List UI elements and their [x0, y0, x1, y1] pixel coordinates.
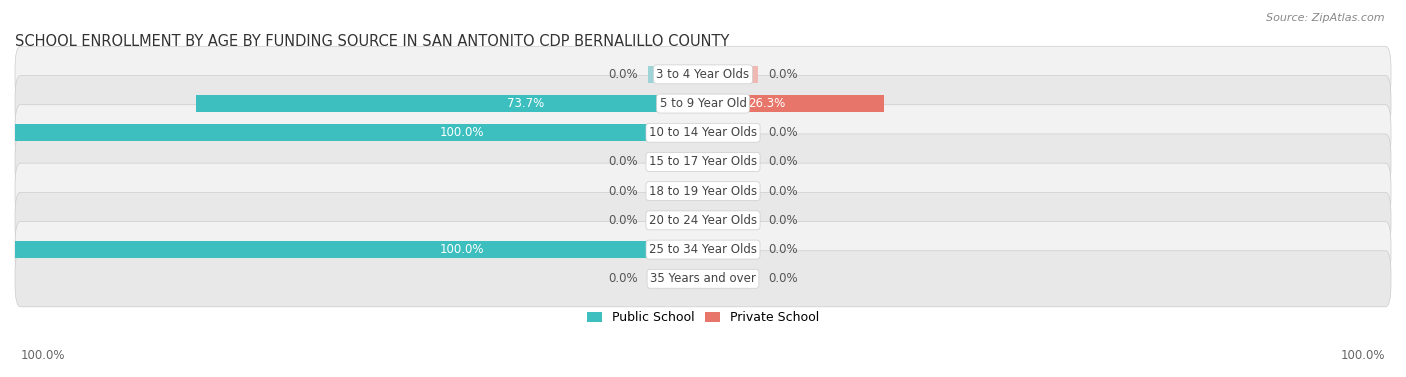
Bar: [703, 241, 758, 258]
Text: 0.0%: 0.0%: [768, 243, 799, 256]
Text: 25 to 34 Year Olds: 25 to 34 Year Olds: [650, 243, 756, 256]
Text: 26.3%: 26.3%: [748, 97, 785, 110]
Text: 0.0%: 0.0%: [768, 185, 799, 198]
Text: 0.0%: 0.0%: [768, 272, 799, 285]
Text: 0.0%: 0.0%: [607, 214, 638, 227]
Bar: [703, 212, 758, 229]
FancyBboxPatch shape: [15, 46, 1391, 103]
Text: 100.0%: 100.0%: [21, 349, 66, 362]
Bar: [703, 95, 884, 112]
Bar: [15, 124, 703, 141]
FancyBboxPatch shape: [15, 192, 1391, 248]
Text: 0.0%: 0.0%: [607, 185, 638, 198]
Bar: [703, 95, 758, 112]
FancyBboxPatch shape: [15, 105, 1391, 161]
Text: 10 to 14 Year Olds: 10 to 14 Year Olds: [650, 126, 756, 139]
Bar: [648, 95, 703, 112]
Bar: [703, 153, 758, 170]
Text: 3 to 4 Year Olds: 3 to 4 Year Olds: [657, 68, 749, 81]
Text: 20 to 24 Year Olds: 20 to 24 Year Olds: [650, 214, 756, 227]
FancyBboxPatch shape: [15, 163, 1391, 219]
Text: 0.0%: 0.0%: [768, 68, 799, 81]
Text: 100.0%: 100.0%: [440, 243, 485, 256]
Text: 100.0%: 100.0%: [1340, 349, 1385, 362]
Legend: Public School, Private School: Public School, Private School: [582, 306, 824, 329]
Text: 0.0%: 0.0%: [607, 155, 638, 169]
Bar: [703, 124, 758, 141]
FancyBboxPatch shape: [15, 134, 1391, 190]
Bar: [648, 153, 703, 170]
Text: 73.7%: 73.7%: [508, 97, 544, 110]
Bar: [648, 183, 703, 200]
Bar: [648, 212, 703, 229]
Text: 0.0%: 0.0%: [768, 214, 799, 227]
Bar: [648, 66, 703, 83]
Bar: [15, 241, 703, 258]
Text: 0.0%: 0.0%: [607, 272, 638, 285]
FancyBboxPatch shape: [15, 251, 1391, 307]
Bar: [703, 270, 758, 287]
FancyBboxPatch shape: [15, 75, 1391, 132]
Text: 35 Years and over: 35 Years and over: [650, 272, 756, 285]
Text: 0.0%: 0.0%: [768, 126, 799, 139]
Text: 0.0%: 0.0%: [607, 68, 638, 81]
Text: 5 to 9 Year Old: 5 to 9 Year Old: [659, 97, 747, 110]
Text: 15 to 17 Year Olds: 15 to 17 Year Olds: [650, 155, 756, 169]
Text: SCHOOL ENROLLMENT BY AGE BY FUNDING SOURCE IN SAN ANTONITO CDP BERNALILLO COUNTY: SCHOOL ENROLLMENT BY AGE BY FUNDING SOUR…: [15, 34, 730, 49]
Bar: [648, 241, 703, 258]
Text: 18 to 19 Year Olds: 18 to 19 Year Olds: [650, 185, 756, 198]
Text: 100.0%: 100.0%: [440, 126, 485, 139]
Bar: [703, 66, 758, 83]
Text: Source: ZipAtlas.com: Source: ZipAtlas.com: [1267, 13, 1385, 23]
Bar: [648, 270, 703, 287]
FancyBboxPatch shape: [15, 222, 1391, 277]
Text: 0.0%: 0.0%: [768, 155, 799, 169]
Bar: [195, 95, 703, 112]
Bar: [648, 124, 703, 141]
Bar: [703, 183, 758, 200]
